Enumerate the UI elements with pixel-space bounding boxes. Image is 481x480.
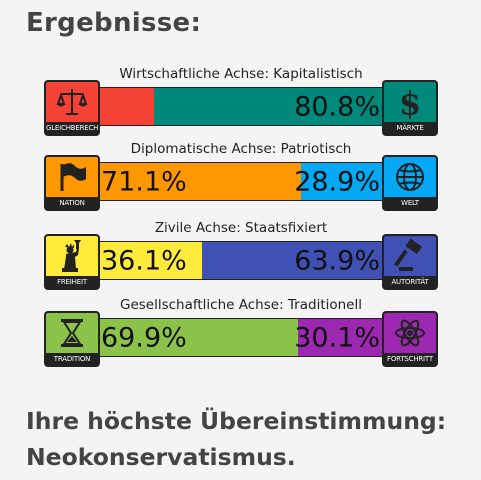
right-icon-badge: $ MÄRKTE [382,80,438,136]
left-percentage: 36.1% [101,245,187,276]
right-percentage: 28.9% [294,166,380,197]
axis-bar: 36.1% 63.9% [98,241,384,280]
right-percentage: 80.8% [294,91,380,122]
flag-icon [46,157,98,197]
axis-row: Diplomatische Achse: Patriotisch 71.1% 28.… [44,141,438,213]
result-ideology: Neokonservatismus. [26,443,296,471]
result-summary: Ihre höchste Übereinstimmung: Neokonserv… [26,403,446,475]
icon-caption: WELT [384,197,436,209]
axis-label: Wirtschaftliche Achse: Kapitalistisch [119,66,363,82]
icon-caption: FORTSCHRITT [384,353,436,365]
axis-bar: 69.9% 30.1% [98,318,384,357]
axis-label: Gesellschaftliche Achse: Traditionell [119,297,362,313]
axis-row: Zivile Achse: Staatsfixiert 36.1% 63.9% FRE… [44,220,438,292]
icon-caption: NATION [46,197,98,209]
axis-bar: 80.8% [98,87,384,126]
left-segment: 69.9% [99,319,298,356]
left-segment [99,88,154,125]
left-segment: 36.1% [99,242,202,279]
right-percentage: 63.9% [294,245,380,276]
icon-caption: MÄRKTE [384,122,436,134]
globe-icon [384,157,436,197]
hourglass-icon [46,313,98,353]
statue-of-liberty-icon [46,236,98,276]
atom-icon [384,313,436,353]
right-icon-badge: FORTSCHRITT [382,311,438,367]
scales-icon [46,82,98,122]
result-heading: Ihre höchste Übereinstimmung: [26,407,447,435]
left-icon-badge: GLEICHBERECHTIGUNG [44,80,100,136]
icon-caption: GLEICHBERECHTIGUNG [46,122,98,134]
left-icon-badge: TRADITION [44,311,100,367]
left-icon-badge: FREIHEIT [44,234,100,290]
left-icon-badge: NATION [44,155,100,211]
right-segment: 28.9% [294,163,383,200]
axis-label: Diplomatische Achse: Patriotisch [130,141,352,157]
right-segment: 80.8% [153,88,383,125]
right-icon-badge: WELT [382,155,438,211]
right-percentage: 30.1% [294,322,380,353]
icon-caption: AUTORITÄT [384,276,436,288]
left-percentage: 69.9% [101,322,187,353]
left-percentage: 71.1% [101,166,187,197]
axis-bar: 71.1% 28.9% [98,162,384,201]
gavel-icon [384,236,436,276]
dollar-icon: $ [384,82,436,122]
icon-caption: FREIHEIT [46,276,98,288]
axis-row: Gesellschaftliche Achse: Traditionell 69.… [44,297,438,369]
left-segment: 71.1% [99,163,301,200]
axis-label: Zivile Achse: Staatsfixiert [154,220,328,236]
right-icon-badge: AUTORITÄT [382,234,438,290]
svg-text:$: $ [399,85,421,119]
icon-caption: TRADITION [46,353,98,365]
axis-row: Wirtschaftliche Achse: Kapitalistisch 80.… [44,66,438,138]
right-segment: 63.9% [201,242,383,279]
page-title: Ergebnisse: [26,8,202,38]
right-segment: 30.1% [294,319,383,356]
